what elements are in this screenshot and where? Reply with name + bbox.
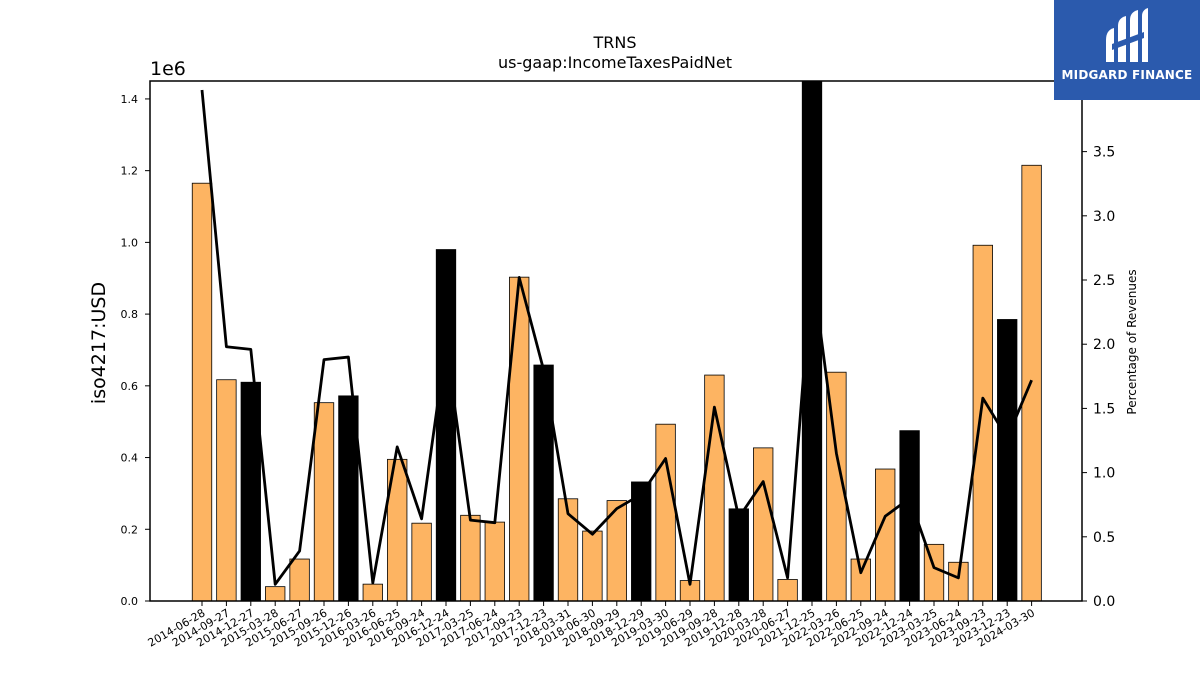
revenue-percentage-line xyxy=(200,89,1033,586)
y-tick-label: 1.0 xyxy=(121,236,139,249)
bar xyxy=(509,276,530,602)
bar xyxy=(923,543,945,602)
y2-tick-label: 2.0 xyxy=(1093,337,1115,353)
plot-frame xyxy=(149,80,1083,602)
y2-tick-label: 1.0 xyxy=(1093,466,1115,482)
bar xyxy=(533,364,554,602)
bar xyxy=(972,244,993,602)
y2-tick-label: 0.0 xyxy=(1093,594,1115,610)
y-tick-label: 0.2 xyxy=(121,523,139,536)
bar xyxy=(362,583,383,602)
bar xyxy=(850,558,871,602)
midgard-logo-icon xyxy=(1106,8,1148,62)
bar xyxy=(313,402,335,602)
y-axis-offset-label: 1e6 xyxy=(150,58,186,80)
bar xyxy=(191,182,213,602)
logo-text: MIDGARD FINANCE xyxy=(1061,68,1193,82)
y-tick-label: 0.6 xyxy=(121,380,139,393)
bar xyxy=(484,521,505,602)
line-series xyxy=(200,89,1033,586)
axes: 0.0 0.2 0.4 0.6 0.8 1.0 1.2 1.4 0.0 0.5 1.0 1.5 2.0 2… xyxy=(121,80,1115,650)
y2-tick-label: 0.5 xyxy=(1093,530,1115,546)
y-tick-label: 0.8 xyxy=(121,308,139,321)
bar xyxy=(777,579,798,602)
y-tick-label: 1.4 xyxy=(121,93,139,106)
y2-tick-label: 3.5 xyxy=(1093,145,1115,161)
bar xyxy=(411,522,432,602)
bar xyxy=(655,423,676,602)
y-tick-label: 0.4 xyxy=(121,452,139,465)
bar xyxy=(582,530,603,602)
y2-tick-label: 2.5 xyxy=(1093,273,1115,289)
bar xyxy=(289,558,310,602)
bar xyxy=(997,319,1018,602)
y-tick-label: 0.0 xyxy=(121,595,139,608)
y2-tick-label: 3.0 xyxy=(1093,209,1115,225)
bar xyxy=(265,586,286,602)
bar xyxy=(216,379,237,602)
chart-subtitle: us-gaap:IncomeTaxesPaidNet xyxy=(498,53,732,72)
y2-tick-label: 1.5 xyxy=(1093,401,1115,417)
y2-axis-label: Percentage of Revenues xyxy=(1125,269,1139,414)
bar-series xyxy=(191,80,1042,602)
bar xyxy=(435,249,457,602)
bar xyxy=(753,447,774,602)
y-tick-label: 1.2 xyxy=(121,165,139,178)
y-axis-label: iso4217:USD xyxy=(88,282,110,404)
bar xyxy=(460,514,481,602)
chart-title: TRNS xyxy=(592,33,636,52)
bar xyxy=(728,508,749,602)
brand-logo: MIDGARD FINANCE xyxy=(1054,0,1200,100)
